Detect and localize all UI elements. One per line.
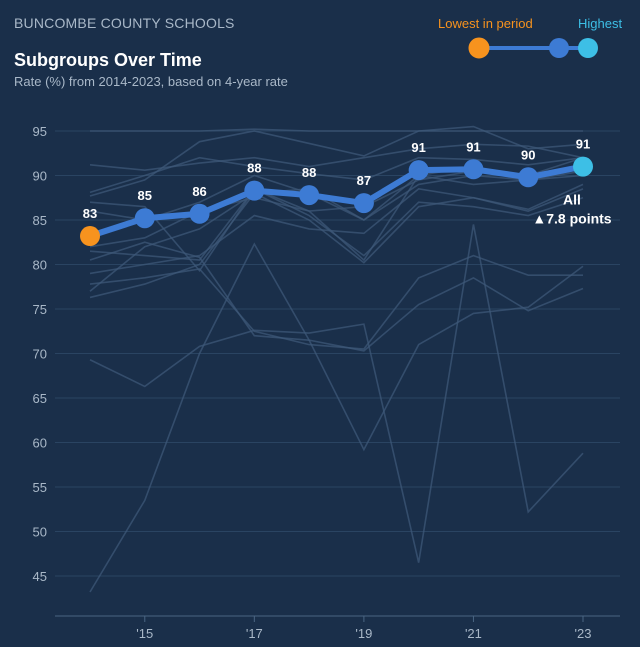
all-series-point <box>299 185 320 206</box>
x-tick-label: '19 <box>355 626 372 641</box>
org-name: BUNCOMBE COUNTY SCHOOLS <box>14 15 235 31</box>
subgroup-line <box>89 183 584 299</box>
subgroup-line <box>89 156 584 194</box>
data-label: 90 <box>521 147 535 162</box>
y-tick-label: 45 <box>33 569 47 584</box>
legend-highest-dot <box>578 38 598 58</box>
subgroup-line <box>89 254 583 350</box>
data-label: 91 <box>411 140 425 155</box>
series-name-label: All <box>563 192 581 208</box>
change-label: ▲7.8 points <box>532 211 611 227</box>
all-series-point <box>518 167 539 188</box>
legend-mid-dot <box>549 38 569 58</box>
chart-title: Subgroups Over Time <box>14 50 202 70</box>
y-tick-label: 60 <box>33 436 47 451</box>
all-series-point <box>244 180 265 201</box>
y-tick-label: 55 <box>33 480 47 495</box>
subgroup-line <box>89 241 584 352</box>
data-label: 91 <box>576 137 590 152</box>
y-axis: 45 50 55 60 65 70 75 80 85 90 95 <box>33 124 47 584</box>
y-tick-label: 75 <box>33 302 47 317</box>
subgroup-line <box>89 242 584 593</box>
all-series-point <box>573 156 593 177</box>
subgroup-line <box>89 188 584 275</box>
highlight-series: 83 85 86 88 88 87 91 91 90 91 All ▲7.8 points <box>80 137 612 247</box>
all-series-point <box>80 226 100 247</box>
data-label: 83 <box>83 206 97 221</box>
legend-swatch <box>468 37 598 59</box>
data-label: 87 <box>357 173 371 188</box>
data-label: 91 <box>466 139 480 154</box>
background-series <box>89 125 584 593</box>
subgroup-line <box>89 174 584 292</box>
subgroup-line <box>89 156 584 248</box>
subgroup-line <box>89 224 584 563</box>
data-label: 88 <box>302 165 316 180</box>
subgroup-line <box>89 125 584 197</box>
x-tick-label: '15 <box>136 626 153 641</box>
x-axis: '15 '17 '19 '21 '23 <box>55 615 620 641</box>
subgroup-line <box>90 128 583 132</box>
legend-highest-label: Highest <box>578 16 623 31</box>
y-tick-label: 80 <box>33 258 47 273</box>
all-series-point <box>353 193 374 214</box>
y-tick-label: 70 <box>33 347 47 362</box>
all-series-point <box>134 208 155 229</box>
data-label: 85 <box>138 188 152 203</box>
x-tick-label: '17 <box>246 626 263 641</box>
legend-lowest-label: Lowest in period <box>438 16 533 31</box>
x-tick-label: '23 <box>575 626 592 641</box>
all-series-point <box>189 203 210 224</box>
all-series-point <box>463 159 484 180</box>
y-tick-label: 85 <box>33 213 47 228</box>
chart-subtitle: Rate (%) from 2014-2023, based on 4-year… <box>14 74 288 89</box>
data-label: 86 <box>192 184 206 199</box>
x-tick-label: '21 <box>465 626 482 641</box>
all-series-point <box>408 160 429 181</box>
subgroup-line <box>89 165 584 273</box>
y-tick-label: 95 <box>33 124 47 139</box>
y-tick-label: 65 <box>33 391 47 406</box>
y-tick-label: 50 <box>33 525 47 540</box>
y-tick-label: 90 <box>33 169 47 184</box>
legend-lowest-dot <box>468 37 490 59</box>
all-series-line <box>89 163 584 239</box>
data-label: 88 <box>247 161 261 176</box>
